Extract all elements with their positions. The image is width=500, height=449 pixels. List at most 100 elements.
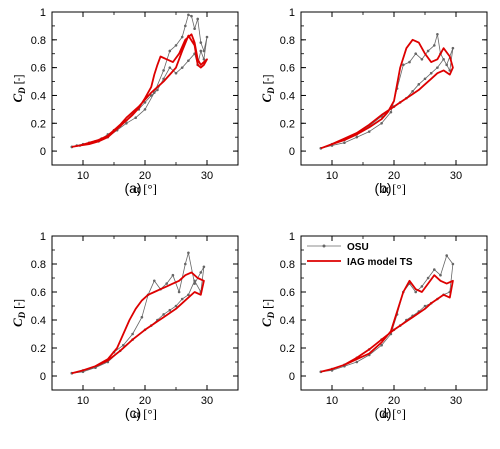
y-tick-label: 0.4: [280, 315, 295, 327]
data-point-osu: [184, 262, 187, 266]
panel-label: (d): [374, 405, 391, 421]
y-tick-label: 0.2: [280, 118, 295, 130]
x-axis-label: α [°]: [133, 406, 157, 421]
data-point-osu: [380, 343, 383, 347]
data-point-osu: [402, 63, 405, 67]
data-point-osu: [140, 315, 144, 319]
data-point-osu: [153, 279, 156, 283]
x-tick-label: 30: [201, 170, 213, 182]
data-point-osu: [439, 273, 442, 277]
series-line-osu: [320, 255, 454, 373]
data-point-osu: [180, 297, 184, 301]
plot-frame: [300, 11, 488, 166]
x-tick-label: 30: [450, 395, 462, 407]
data-point-osu: [417, 83, 421, 86]
data-point-osu: [445, 254, 449, 257]
data-point-osu: [143, 101, 147, 104]
x-tick-label: 10: [326, 170, 338, 182]
y-tick-label: 0.8: [31, 259, 46, 271]
y-tick-label: 0.2: [31, 343, 46, 355]
panel-label: (b): [374, 180, 391, 196]
data-point-osu: [174, 44, 178, 47]
x-axis-label: α [°]: [382, 181, 406, 196]
data-point-osu: [184, 24, 187, 28]
y-tick-label: 0.8: [280, 35, 295, 47]
y-axis-label: CD [-]: [259, 74, 276, 102]
data-point-osu: [411, 89, 414, 93]
series-line-osu: [71, 14, 208, 148]
x-tick-label: 20: [388, 170, 400, 182]
data-point-osu: [177, 290, 181, 294]
data-point-osu: [202, 49, 206, 53]
y-axis-label: CD [-]: [10, 299, 27, 327]
y-tick-label: 0: [40, 146, 46, 158]
data-point-osu: [156, 88, 159, 92]
y-tick-label: 0.4: [280, 90, 295, 102]
data-point-osu: [168, 66, 172, 69]
data-point-osu: [174, 71, 178, 75]
series-line-iag-model: [320, 38, 454, 150]
data-point-osu: [171, 273, 175, 277]
data-point-osu: [451, 46, 455, 50]
data-point-osu: [355, 360, 359, 364]
data-point-osu: [190, 14, 193, 18]
data-point-osu: [445, 63, 449, 67]
y-axis-label: CD [-]: [259, 299, 276, 327]
data-point-osu: [380, 121, 383, 125]
x-axis-label: α [°]: [133, 181, 157, 196]
data-point-osu: [168, 49, 172, 53]
panel-1: 0 0.2 0.4 0.6 0.8 1 10 20 30 α [°] CD [-] (a): [10, 7, 239, 196]
data-point-osu: [389, 110, 393, 114]
data-point-osu: [414, 290, 418, 294]
series-line-iag-model: [71, 271, 205, 375]
x-tick-label: 20: [139, 170, 151, 182]
y-tick-label: 1: [40, 7, 46, 19]
y-tick-label: 0.4: [31, 315, 46, 327]
series-line-iag-model: [320, 274, 454, 373]
data-point-osu: [174, 304, 178, 308]
data-point-osu: [408, 60, 411, 64]
panel-2: 0 0.2 0.4 0.6 0.8 1 10 20 30 α [°] CD [-] (b): [259, 7, 488, 196]
y-tick-label: 0.6: [280, 63, 295, 75]
y-tick-label: 0: [289, 371, 295, 383]
x-tick-label: 10: [77, 170, 89, 182]
legend-marker: [322, 244, 326, 248]
y-axis-label: CD [-]: [10, 74, 27, 102]
legend-label: IAG model TS: [347, 257, 413, 268]
data-point-osu: [436, 66, 439, 69]
data-point-osu: [367, 130, 371, 133]
data-point-osu: [355, 135, 359, 139]
series-line-osu: [320, 33, 454, 149]
data-point-osu: [125, 121, 128, 125]
plot-frame: [51, 11, 239, 166]
legend-label: OSU: [347, 242, 369, 253]
data-point-osu: [162, 69, 165, 72]
y-tick-label: 0.6: [31, 287, 46, 299]
data-point-osu: [199, 49, 203, 53]
data-point-osu: [162, 77, 165, 81]
data-point-osu: [134, 116, 137, 120]
y-tick-label: 0.4: [31, 90, 46, 102]
data-point-osu: [187, 293, 190, 297]
data-point-osu: [165, 282, 168, 285]
y-tick-label: 0.8: [31, 35, 46, 47]
y-tick-label: 0.2: [31, 118, 46, 130]
data-point-osu: [202, 57, 206, 61]
x-axis-label: α [°]: [382, 406, 406, 421]
data-point-osu: [420, 57, 424, 61]
data-point-osu: [193, 282, 196, 285]
plot-frame: [51, 235, 239, 391]
x-tick-label: 10: [326, 395, 338, 407]
y-tick-label: 0.6: [280, 287, 295, 299]
y-tick-label: 1: [289, 7, 295, 19]
data-point-osu: [193, 279, 196, 283]
panel-4: 0 0.2 0.4 0.6 0.8 1 10 20 30 α [°] CD [-] (d) OSU IAG…: [259, 231, 488, 421]
y-tick-label: 0: [289, 146, 295, 158]
data-point-osu: [426, 49, 430, 53]
data-point-osu: [343, 141, 346, 145]
panel-label: (a): [124, 180, 141, 196]
data-point-osu: [414, 52, 418, 56]
data-point-osu: [429, 71, 433, 75]
data-point-osu: [187, 13, 190, 17]
